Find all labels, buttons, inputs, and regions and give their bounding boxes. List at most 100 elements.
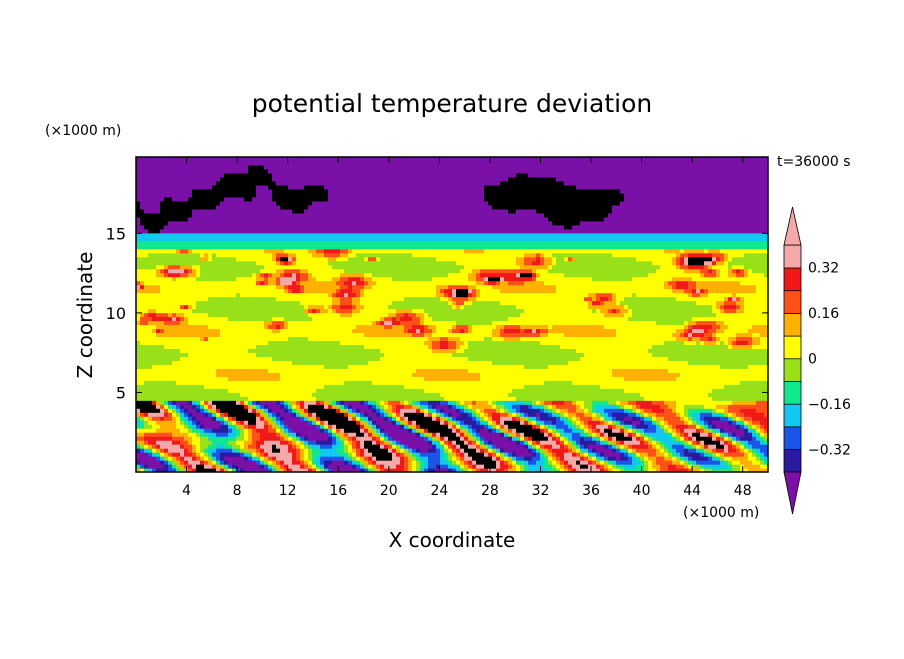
field-cell	[204, 444, 209, 449]
field-cell	[680, 428, 685, 433]
field-cell	[204, 408, 209, 413]
field-cell	[724, 420, 729, 425]
field-cell	[480, 368, 485, 373]
field-cell	[376, 456, 381, 461]
field-cell	[428, 392, 433, 397]
field-cell	[680, 352, 685, 357]
field-cell	[508, 388, 513, 393]
field-cell	[384, 444, 389, 449]
field-cell	[468, 396, 473, 401]
field-cell	[692, 444, 697, 449]
field-cell	[400, 408, 405, 413]
field-cell	[704, 388, 709, 393]
field-cell	[272, 468, 277, 472]
field-cell	[684, 416, 689, 421]
field-cell	[696, 348, 701, 353]
field-cell	[448, 388, 453, 393]
field-cell	[364, 420, 369, 425]
field-cell	[668, 408, 673, 413]
field-cell	[588, 360, 593, 365]
field-cell	[168, 452, 173, 457]
field-cell	[660, 464, 665, 469]
field-cell	[564, 348, 569, 353]
field-cell	[716, 400, 721, 405]
field-cell	[716, 468, 721, 472]
field-cell	[604, 396, 609, 401]
field-cell	[636, 464, 641, 469]
field-cell	[348, 408, 353, 413]
field-cell	[760, 456, 765, 461]
field-cell	[676, 372, 681, 377]
field-cell	[272, 352, 277, 357]
field-cell	[652, 464, 657, 469]
field-cell	[500, 384, 505, 389]
field-cell	[260, 440, 265, 445]
field-cell	[644, 440, 649, 445]
field-cell	[152, 384, 157, 389]
field-cell	[688, 384, 693, 389]
field-cell	[232, 396, 237, 401]
field-cell	[552, 380, 557, 385]
field-cell	[720, 416, 725, 421]
field-cell	[640, 360, 645, 365]
field-cell	[208, 352, 213, 357]
field-cell	[296, 448, 301, 453]
field-cell	[200, 344, 205, 349]
field-cell	[716, 424, 721, 429]
field-cell	[396, 424, 401, 429]
field-cell	[484, 408, 489, 413]
field-cell	[508, 352, 513, 357]
field-cell	[620, 360, 625, 365]
field-cell	[468, 456, 473, 461]
field-cell	[212, 468, 217, 472]
field-cell	[420, 432, 425, 437]
field-cell	[504, 372, 509, 377]
field-cell	[200, 420, 205, 425]
field-cell	[552, 372, 557, 377]
field-cell	[308, 460, 313, 465]
field-cell	[656, 396, 661, 401]
field-cell	[676, 440, 681, 445]
field-cell	[292, 380, 297, 385]
field-cell	[756, 412, 761, 417]
field-cell	[240, 384, 245, 389]
field-cell	[328, 400, 333, 405]
field-cell	[244, 464, 249, 469]
field-cell	[240, 360, 245, 365]
field-cell	[520, 360, 525, 365]
field-cell	[348, 396, 353, 401]
field-cell	[408, 384, 413, 389]
field-cell	[640, 352, 645, 357]
field-cell	[540, 424, 545, 429]
field-cell	[428, 384, 433, 389]
field-cell	[428, 456, 433, 461]
field-cell	[200, 364, 205, 369]
field-cell	[672, 468, 677, 472]
field-cell	[400, 464, 405, 469]
field-cell	[396, 460, 401, 465]
field-cell	[692, 400, 697, 405]
field-cell	[220, 468, 225, 472]
field-cell	[484, 412, 489, 417]
field-cell	[180, 424, 185, 429]
field-cell	[400, 380, 405, 385]
field-cell	[240, 372, 245, 377]
field-cell	[704, 400, 709, 405]
field-cell	[336, 408, 341, 413]
field-cell	[560, 352, 565, 357]
field-cell	[316, 456, 321, 461]
field-cell	[708, 404, 713, 409]
field-cell	[368, 380, 373, 385]
field-cell	[160, 424, 165, 429]
field-cell	[144, 396, 149, 401]
field-cell	[520, 468, 525, 472]
field-cell	[624, 392, 629, 397]
field-cell	[188, 360, 193, 365]
field-cell	[540, 444, 545, 449]
field-cell	[720, 448, 725, 453]
field-cell	[700, 420, 705, 425]
field-cell	[704, 352, 709, 357]
field-cell	[472, 428, 477, 433]
field-cell	[460, 428, 465, 433]
field-cell	[388, 348, 393, 353]
